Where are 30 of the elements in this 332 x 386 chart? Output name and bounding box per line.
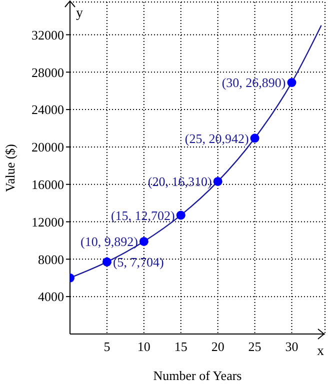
point <box>287 78 296 88</box>
x-tick-label: 20 <box>211 339 224 354</box>
y-tick-label: 4000 <box>38 289 64 304</box>
annotation: (10, 9,892) <box>80 234 138 250</box>
point <box>213 176 222 186</box>
x-tick-label: 5 <box>104 339 110 354</box>
point <box>102 257 112 266</box>
y-tick-label: 24000 <box>32 102 64 118</box>
y-tick-label: 12000 <box>32 214 64 230</box>
annotation: (25, 20,942) <box>184 130 249 146</box>
point <box>250 134 260 143</box>
y-tick-label: 28000 <box>32 64 64 80</box>
y-tick-label: 32000 <box>32 27 64 42</box>
y-tick-label: 8000 <box>38 252 64 267</box>
annotation: (30, 26,890) <box>222 75 286 90</box>
x-tick-label: 25 <box>248 339 262 354</box>
point <box>176 210 186 220</box>
point <box>139 236 148 246</box>
x-axis-title: Number of Years <box>153 368 242 383</box>
x-tick-label: 30 <box>285 339 298 354</box>
annotation: (15, 12,702) <box>110 208 175 223</box>
x-tick-label: 10 <box>137 339 150 354</box>
y-axis-title: Value ($) <box>2 144 18 192</box>
y-tick-label: 16000 <box>32 176 64 192</box>
annotation: (20, 16,310) <box>148 174 212 190</box>
text: x <box>317 344 324 360</box>
annotation: (5, 7,704) <box>112 254 164 270</box>
x-tick-label: 15 <box>174 339 188 354</box>
y-tick-label: 20000 <box>32 140 64 155</box>
annotation: y <box>76 6 83 22</box>
